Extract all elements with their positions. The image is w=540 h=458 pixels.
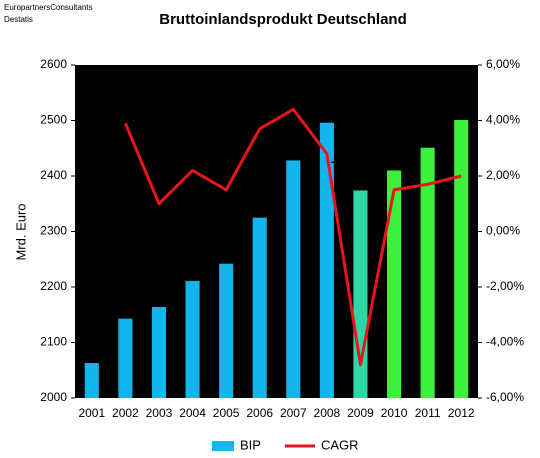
legend-label: BIP <box>240 437 261 452</box>
x-tick-label: 2006 <box>246 406 273 420</box>
chart-title: Bruttoinlandsprodukt Deutschland <box>159 11 407 28</box>
y2-tick-label: 4,00% <box>486 113 520 127</box>
bar <box>185 280 200 398</box>
value-label: 1,7% <box>400 112 428 126</box>
y-axis-title: Mrd. Euro <box>13 203 28 260</box>
bar <box>353 190 368 398</box>
legend-swatch <box>212 441 234 451</box>
x-tick-label: 2004 <box>179 406 206 420</box>
x-tick-label: 2001 <box>78 406 105 420</box>
bar <box>286 160 301 398</box>
bar <box>151 306 167 398</box>
x-tick-label: 2003 <box>146 406 173 420</box>
y-tick-label: 2000 <box>40 390 67 404</box>
x-tick-label: 2010 <box>381 406 408 420</box>
x-tick-label: 2009 <box>347 406 374 420</box>
source: Destatis <box>4 15 33 24</box>
x-tick-label: 2012 <box>448 406 475 420</box>
y2-tick-label: 0,00% <box>486 224 520 238</box>
bar <box>420 147 435 398</box>
y-tick-label: 2500 <box>40 113 67 127</box>
y2-tick-label: -6,00% <box>486 390 524 404</box>
y-tick-label: 2600 <box>40 57 67 71</box>
bar <box>219 263 234 398</box>
bar <box>84 363 99 398</box>
value-label: -4,8% <box>331 155 363 169</box>
bar <box>454 119 469 398</box>
x-tick-label: 2011 <box>415 406 441 420</box>
source: EuropartnersConsultants <box>4 3 93 12</box>
y-tick-label: 2300 <box>40 224 67 238</box>
y2-tick-label: 2,00% <box>486 168 520 182</box>
x-tick-label: 2005 <box>213 406 240 420</box>
cagr-line <box>123 107 462 367</box>
y2-tick-label: -4,00% <box>486 335 524 349</box>
y2-tick-label: -2,00% <box>486 279 524 293</box>
value-label: 2% <box>439 84 457 98</box>
x-tick-label: 2002 <box>112 406 139 420</box>
bar <box>319 122 334 398</box>
x-tick-label: 2007 <box>280 406 307 420</box>
bar <box>252 217 267 398</box>
y-tick-label: 2100 <box>40 335 67 349</box>
bar <box>118 318 133 398</box>
legend-label: CAGR <box>321 437 359 452</box>
y2-tick-label: 6,00% <box>486 57 520 71</box>
y-tick-label: 2400 <box>40 168 67 182</box>
x-tick-label: 2008 <box>314 406 341 420</box>
y-tick-label: 2200 <box>40 279 67 293</box>
bar <box>386 170 402 398</box>
